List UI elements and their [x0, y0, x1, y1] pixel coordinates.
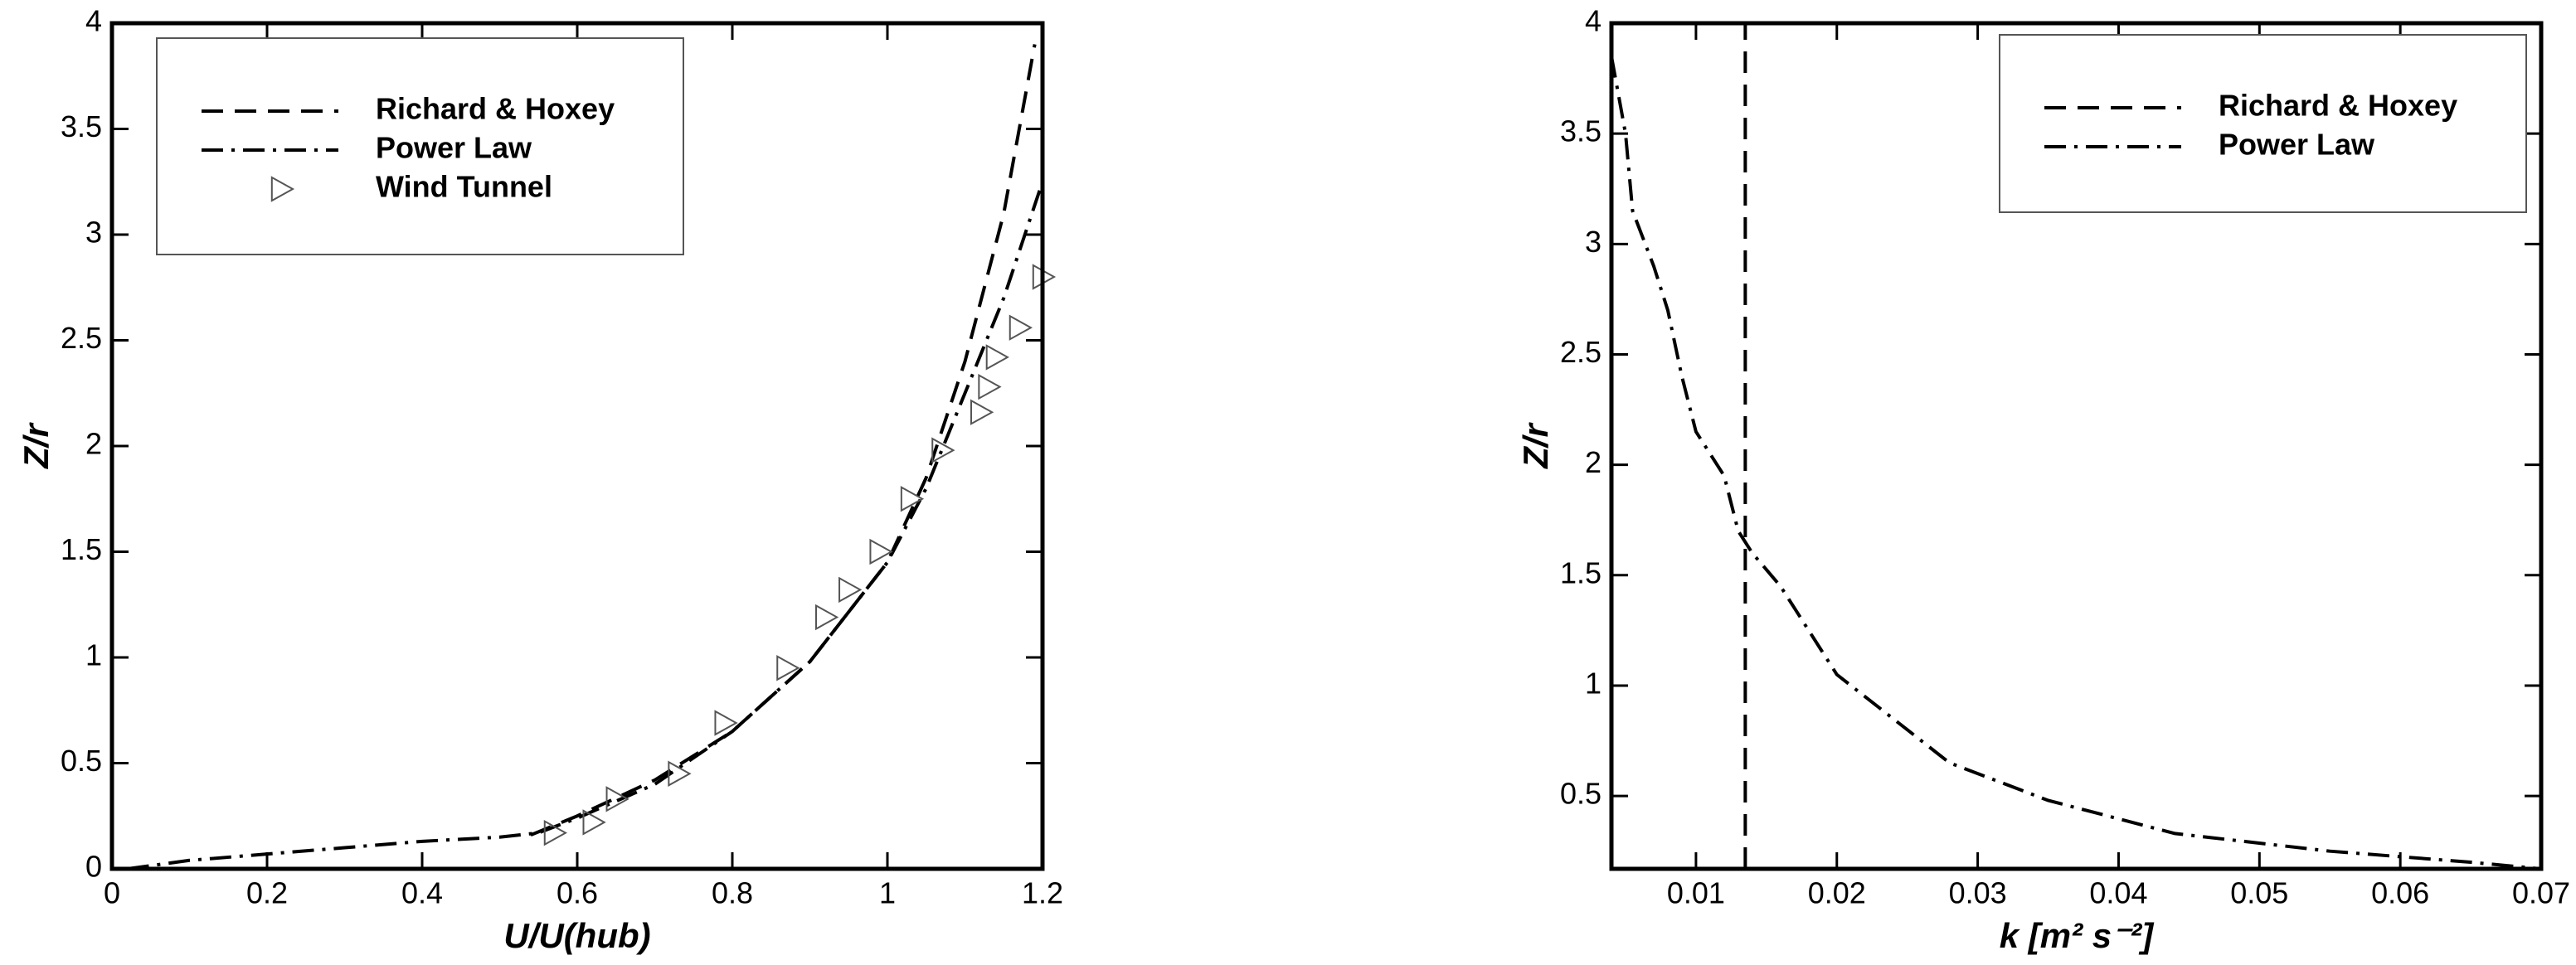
legend-marker — [270, 176, 295, 202]
marker — [978, 373, 1002, 400]
x-tick-label: 0.4 — [401, 876, 443, 910]
y-tick-label: 0 — [85, 850, 102, 884]
legend-box — [1999, 34, 2527, 213]
marker — [582, 809, 606, 836]
legend-box — [156, 37, 684, 255]
marker — [714, 710, 738, 736]
x-tick-label: 1 — [879, 876, 896, 910]
x-tick-label: 0.05 — [2230, 876, 2288, 910]
legend-label: Richard & Hoxey — [376, 92, 615, 126]
marker — [985, 344, 1009, 371]
line — [1611, 56, 2541, 869]
marker — [668, 760, 692, 787]
legend-label: Richard & Hoxey — [2219, 89, 2457, 123]
y-tick-label: 1.5 — [1560, 555, 1601, 589]
y-tick-label: 0.5 — [1560, 777, 1601, 811]
y-tick-label: 1.5 — [61, 532, 102, 566]
y-tick-label: 2.5 — [61, 321, 102, 355]
x-tick-label: 0.2 — [246, 876, 288, 910]
x-tick-label: 0 — [104, 876, 120, 910]
y-tick-label: 1 — [85, 638, 102, 672]
marker — [815, 604, 839, 631]
plot-frame — [109, 21, 1045, 871]
x-axis-title: k [m² s⁻²] — [2000, 916, 2156, 955]
marker — [543, 819, 568, 846]
y-tick-label: 3.5 — [1560, 114, 1601, 148]
line — [530, 44, 1037, 837]
marker — [776, 655, 800, 681]
y-tick-label: 2.5 — [1560, 335, 1601, 369]
x-tick-label: 0.02 — [1808, 876, 1866, 910]
y-tick-label: 3.5 — [61, 109, 102, 143]
y-tick-label: 1 — [1585, 666, 1601, 700]
marker — [931, 437, 955, 463]
y-tick-label: 0.5 — [61, 744, 102, 778]
marker — [900, 486, 925, 512]
y-tick-label: 4 — [85, 4, 102, 38]
legend-label: Power Law — [376, 131, 532, 165]
x-tick-label: 1.2 — [1022, 876, 1063, 910]
legend-label: Power Law — [2219, 128, 2375, 162]
marker — [970, 399, 994, 425]
x-tick-label: 0.8 — [712, 876, 753, 910]
x-tick-label: 0.04 — [2089, 876, 2147, 910]
x-tick-label: 0.03 — [1949, 876, 2007, 910]
plot-area — [127, 44, 1043, 869]
y-tick-label: 3 — [1585, 225, 1601, 259]
marker — [869, 538, 893, 565]
line — [127, 181, 1043, 869]
plot-area — [1611, 23, 2541, 869]
y-tick-label: 2 — [1585, 445, 1601, 479]
y-tick-label: 3 — [85, 216, 102, 250]
x-tick-label: 0.06 — [2371, 876, 2429, 910]
x-axis-title: U/U(hub) — [503, 916, 650, 955]
marker — [838, 576, 863, 604]
legend-label: Wind Tunnel — [376, 170, 552, 204]
y-tick-label: 2 — [85, 427, 102, 461]
x-tick-label: 0.07 — [2512, 876, 2570, 910]
marker — [1009, 314, 1033, 341]
y-axis-title: Z/r — [17, 422, 56, 469]
marker — [605, 786, 629, 812]
x-tick-label: 0.6 — [557, 876, 598, 910]
plot-frame — [1609, 21, 2544, 871]
x-tick-label: 0.01 — [1667, 876, 1725, 910]
y-tick-label: 4 — [1585, 4, 1601, 38]
y-axis-title: Z/r — [1516, 422, 1555, 469]
